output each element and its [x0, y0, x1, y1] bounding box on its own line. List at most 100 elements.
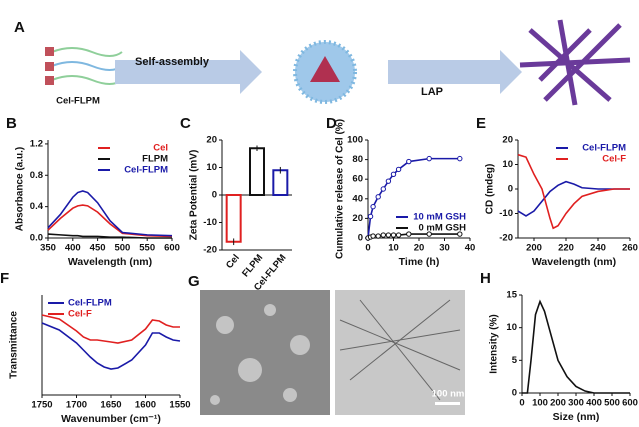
x-tick-label: 1550 — [169, 400, 190, 411]
line — [41, 322, 181, 370]
y-tick-label: 0 — [358, 233, 363, 244]
x-tick-label: 100 — [532, 398, 548, 409]
marker — [457, 231, 463, 237]
y-tick-label: 0.4 — [30, 201, 44, 212]
x-tick-label: 300 — [568, 398, 584, 409]
marker — [370, 233, 376, 239]
x-tick-label: 0 — [365, 243, 370, 254]
legend-label: 10 mM GSH — [413, 212, 466, 223]
molecules — [45, 47, 123, 85]
x-tick-label: 400 — [65, 243, 81, 254]
y-tick-label: -10 — [499, 208, 513, 219]
x-tick-label: 600 — [622, 398, 638, 409]
x-tick-label: 220 — [558, 243, 574, 254]
axis-frame — [41, 295, 180, 396]
legend-label: FLPM — [142, 154, 168, 165]
scale-bar — [435, 402, 460, 405]
y-axis-label: Absorbance (a.u.) — [15, 147, 26, 231]
arrow — [115, 50, 262, 94]
panel-letter: H — [480, 270, 491, 287]
x-tick-label: 10 — [388, 243, 399, 254]
panel-letter: C — [180, 115, 191, 132]
x-axis-label: Size (nm) — [553, 411, 600, 423]
y-tick-label: 10 — [502, 159, 513, 170]
y-tick-label: 0 — [508, 184, 513, 195]
tem-image — [335, 290, 465, 415]
x-tick-label: 400 — [586, 398, 602, 409]
panel-letter: G — [188, 273, 200, 290]
x-tick-label: 40 — [465, 243, 476, 254]
line — [47, 233, 172, 239]
particles — [210, 304, 310, 405]
legend-label: Cel-F — [68, 309, 92, 320]
legend-label: Cel-FLPM — [124, 165, 168, 176]
y-tick-label: 80 — [352, 154, 363, 165]
x-tick-label: 500 — [114, 243, 130, 254]
x-tick-label: 240 — [590, 243, 606, 254]
y-axis-label: Zeta Potential (mV) — [189, 150, 200, 241]
x-tick-label: 550 — [139, 243, 155, 254]
panel-letter: B — [6, 115, 17, 132]
x-axis-label: Wavenumber (cm⁻¹) — [61, 413, 161, 425]
marker — [395, 166, 402, 173]
legend-label: Cel-FLPM — [582, 143, 626, 154]
marker — [367, 213, 374, 220]
x-tick-label: 500 — [604, 398, 620, 409]
marker — [380, 186, 386, 192]
x-tick-label: 1750 — [31, 400, 52, 411]
y-tick-label: 60 — [352, 174, 363, 185]
x-tick-label: 450 — [90, 243, 106, 254]
y-tick-label: -20 — [203, 245, 217, 256]
y-tick-label: -20 — [499, 233, 513, 244]
marker — [390, 171, 397, 178]
x-tick-label: 260 — [622, 243, 638, 254]
x-tick-label: 30 — [439, 243, 450, 254]
marker — [426, 231, 432, 237]
marker — [390, 232, 397, 238]
marker — [457, 155, 463, 162]
y-tick-label: 0 — [212, 190, 217, 201]
y-tick-label: 20 — [206, 135, 217, 146]
line — [522, 299, 630, 394]
x-tick-label: 1600 — [135, 400, 156, 411]
marker — [375, 233, 381, 239]
bar — [225, 194, 242, 243]
y-tick-label: 0.0 — [30, 233, 43, 244]
line — [517, 180, 630, 217]
legend-label: 0 mM GSH — [418, 223, 466, 234]
label: LAP — [421, 86, 443, 98]
panel-letter: A — [14, 19, 25, 36]
bar — [249, 147, 265, 196]
scale-label: 100 nm — [432, 389, 465, 400]
line — [47, 190, 173, 237]
legend-label: Cel-F — [602, 154, 626, 165]
x-tick-label: 1650 — [100, 400, 121, 411]
x-tick-label: 20 — [414, 243, 425, 254]
legend-label: Cel — [153, 143, 168, 154]
y-tick-label: 5 — [512, 355, 518, 366]
y-tick-label: 10 — [506, 322, 517, 333]
marker — [380, 232, 386, 238]
x-tick-label: 200 — [550, 398, 566, 409]
y-tick-label: 20 — [352, 213, 363, 224]
x-axis-label: Wavelength (nm) — [532, 256, 616, 268]
y-tick-label: 100 — [347, 135, 363, 146]
marker — [385, 178, 392, 184]
x-tick-label: 1700 — [66, 400, 87, 411]
y-axis-label: Cumulative release of Cel (%) — [335, 119, 346, 259]
x-axis-label: Wavelength (nm) — [68, 256, 152, 268]
y-axis-label: CD (mdeg) — [485, 164, 496, 215]
core — [310, 56, 340, 82]
panel-g: G 100 nm — [188, 273, 465, 415]
panel-letter: E — [476, 115, 486, 132]
panel-letter: F — [0, 270, 9, 287]
y-tick-label: 15 — [506, 290, 517, 301]
x-tick-label: 350 — [40, 243, 56, 254]
y-tick-label: 10 — [206, 162, 217, 173]
x-tick-label: Cel — [224, 252, 242, 270]
y-axis-label: Transmittance — [9, 311, 20, 379]
label: Self-assembly — [135, 56, 210, 68]
y-tick-label: -10 — [203, 217, 217, 228]
panel-a: A Cel-FLPM Self-assembly LAP — [14, 19, 631, 107]
